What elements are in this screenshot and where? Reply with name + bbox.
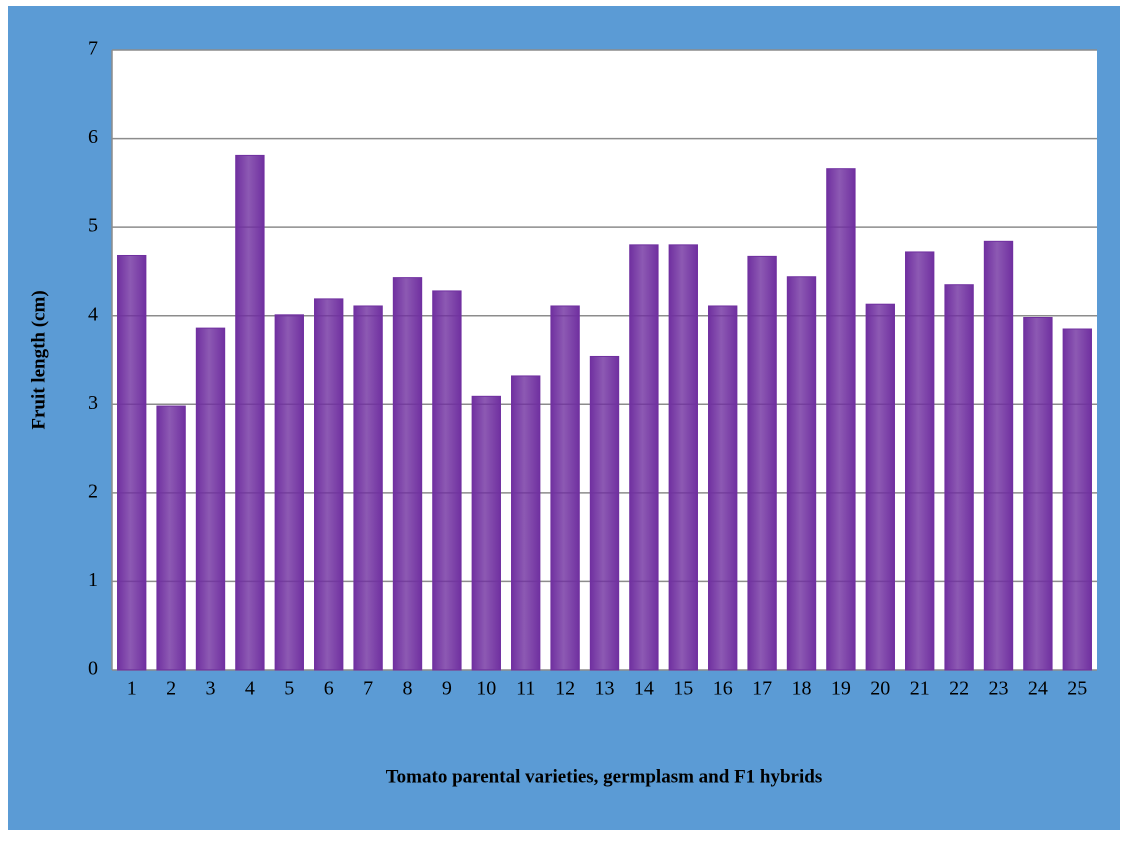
x-tick-label: 22 xyxy=(949,678,969,700)
x-tick-label: 18 xyxy=(792,678,812,700)
x-tick-label: 20 xyxy=(870,678,890,700)
bar xyxy=(550,305,580,671)
x-tick-label: 9 xyxy=(442,678,452,700)
bar xyxy=(156,405,186,671)
y-tick-label: 5 xyxy=(88,215,98,237)
bar xyxy=(314,298,344,671)
bar xyxy=(747,255,777,671)
x-tick-label: 1 xyxy=(127,678,137,700)
bar xyxy=(708,305,738,671)
x-tick-label: 2 xyxy=(166,678,176,700)
bar xyxy=(826,168,856,671)
bar xyxy=(1023,316,1053,671)
bar xyxy=(983,240,1014,671)
x-tick-label: 11 xyxy=(516,678,535,700)
x-tick-label: 25 xyxy=(1067,678,1087,700)
y-tick-label: 2 xyxy=(88,480,98,502)
x-tick-label: 16 xyxy=(713,678,733,700)
y-tick-label: 1 xyxy=(88,569,98,591)
x-tick-label: 7 xyxy=(363,678,373,700)
bar xyxy=(1062,328,1092,671)
x-tick-label: 19 xyxy=(831,678,851,700)
x-tick-label: 24 xyxy=(1028,678,1048,700)
bar xyxy=(195,327,226,671)
y-axis-title: Fruit length (cm) xyxy=(28,290,49,429)
y-tick-label: 4 xyxy=(88,303,98,325)
x-tick-label: 13 xyxy=(595,678,615,700)
y-tick-label: 3 xyxy=(88,392,98,414)
x-tick-label: 6 xyxy=(324,678,334,700)
bar xyxy=(511,375,541,671)
x-tick-label: 5 xyxy=(284,678,294,700)
x-tick-label: 23 xyxy=(989,678,1009,700)
bar xyxy=(629,244,659,671)
x-tick-label: 21 xyxy=(910,678,930,700)
y-tick-label: 7 xyxy=(88,38,98,60)
bar xyxy=(353,305,383,671)
bar xyxy=(786,276,817,671)
x-tick-label: 3 xyxy=(206,678,216,700)
bar xyxy=(432,290,462,671)
bar xyxy=(235,154,265,671)
bar xyxy=(589,355,620,671)
x-tick-label: 14 xyxy=(634,678,654,700)
y-tick-label: 0 xyxy=(88,658,98,680)
y-tick-label: 6 xyxy=(88,126,98,148)
x-tick-label: 15 xyxy=(673,678,693,700)
bar xyxy=(117,254,147,671)
x-tick-label: 12 xyxy=(555,678,575,700)
bar xyxy=(668,244,698,671)
bar xyxy=(392,277,423,671)
x-tick-label: 10 xyxy=(476,678,496,700)
bar xyxy=(905,251,935,671)
bar xyxy=(944,284,974,671)
x-tick-label: 17 xyxy=(752,678,772,700)
bar xyxy=(471,395,501,671)
x-axis-title: Tomato parental varieties, germplasm and… xyxy=(386,766,822,787)
bar xyxy=(274,314,304,671)
x-tick-label: 4 xyxy=(245,678,255,700)
bar xyxy=(865,303,895,671)
x-tick-label: 8 xyxy=(403,678,413,700)
